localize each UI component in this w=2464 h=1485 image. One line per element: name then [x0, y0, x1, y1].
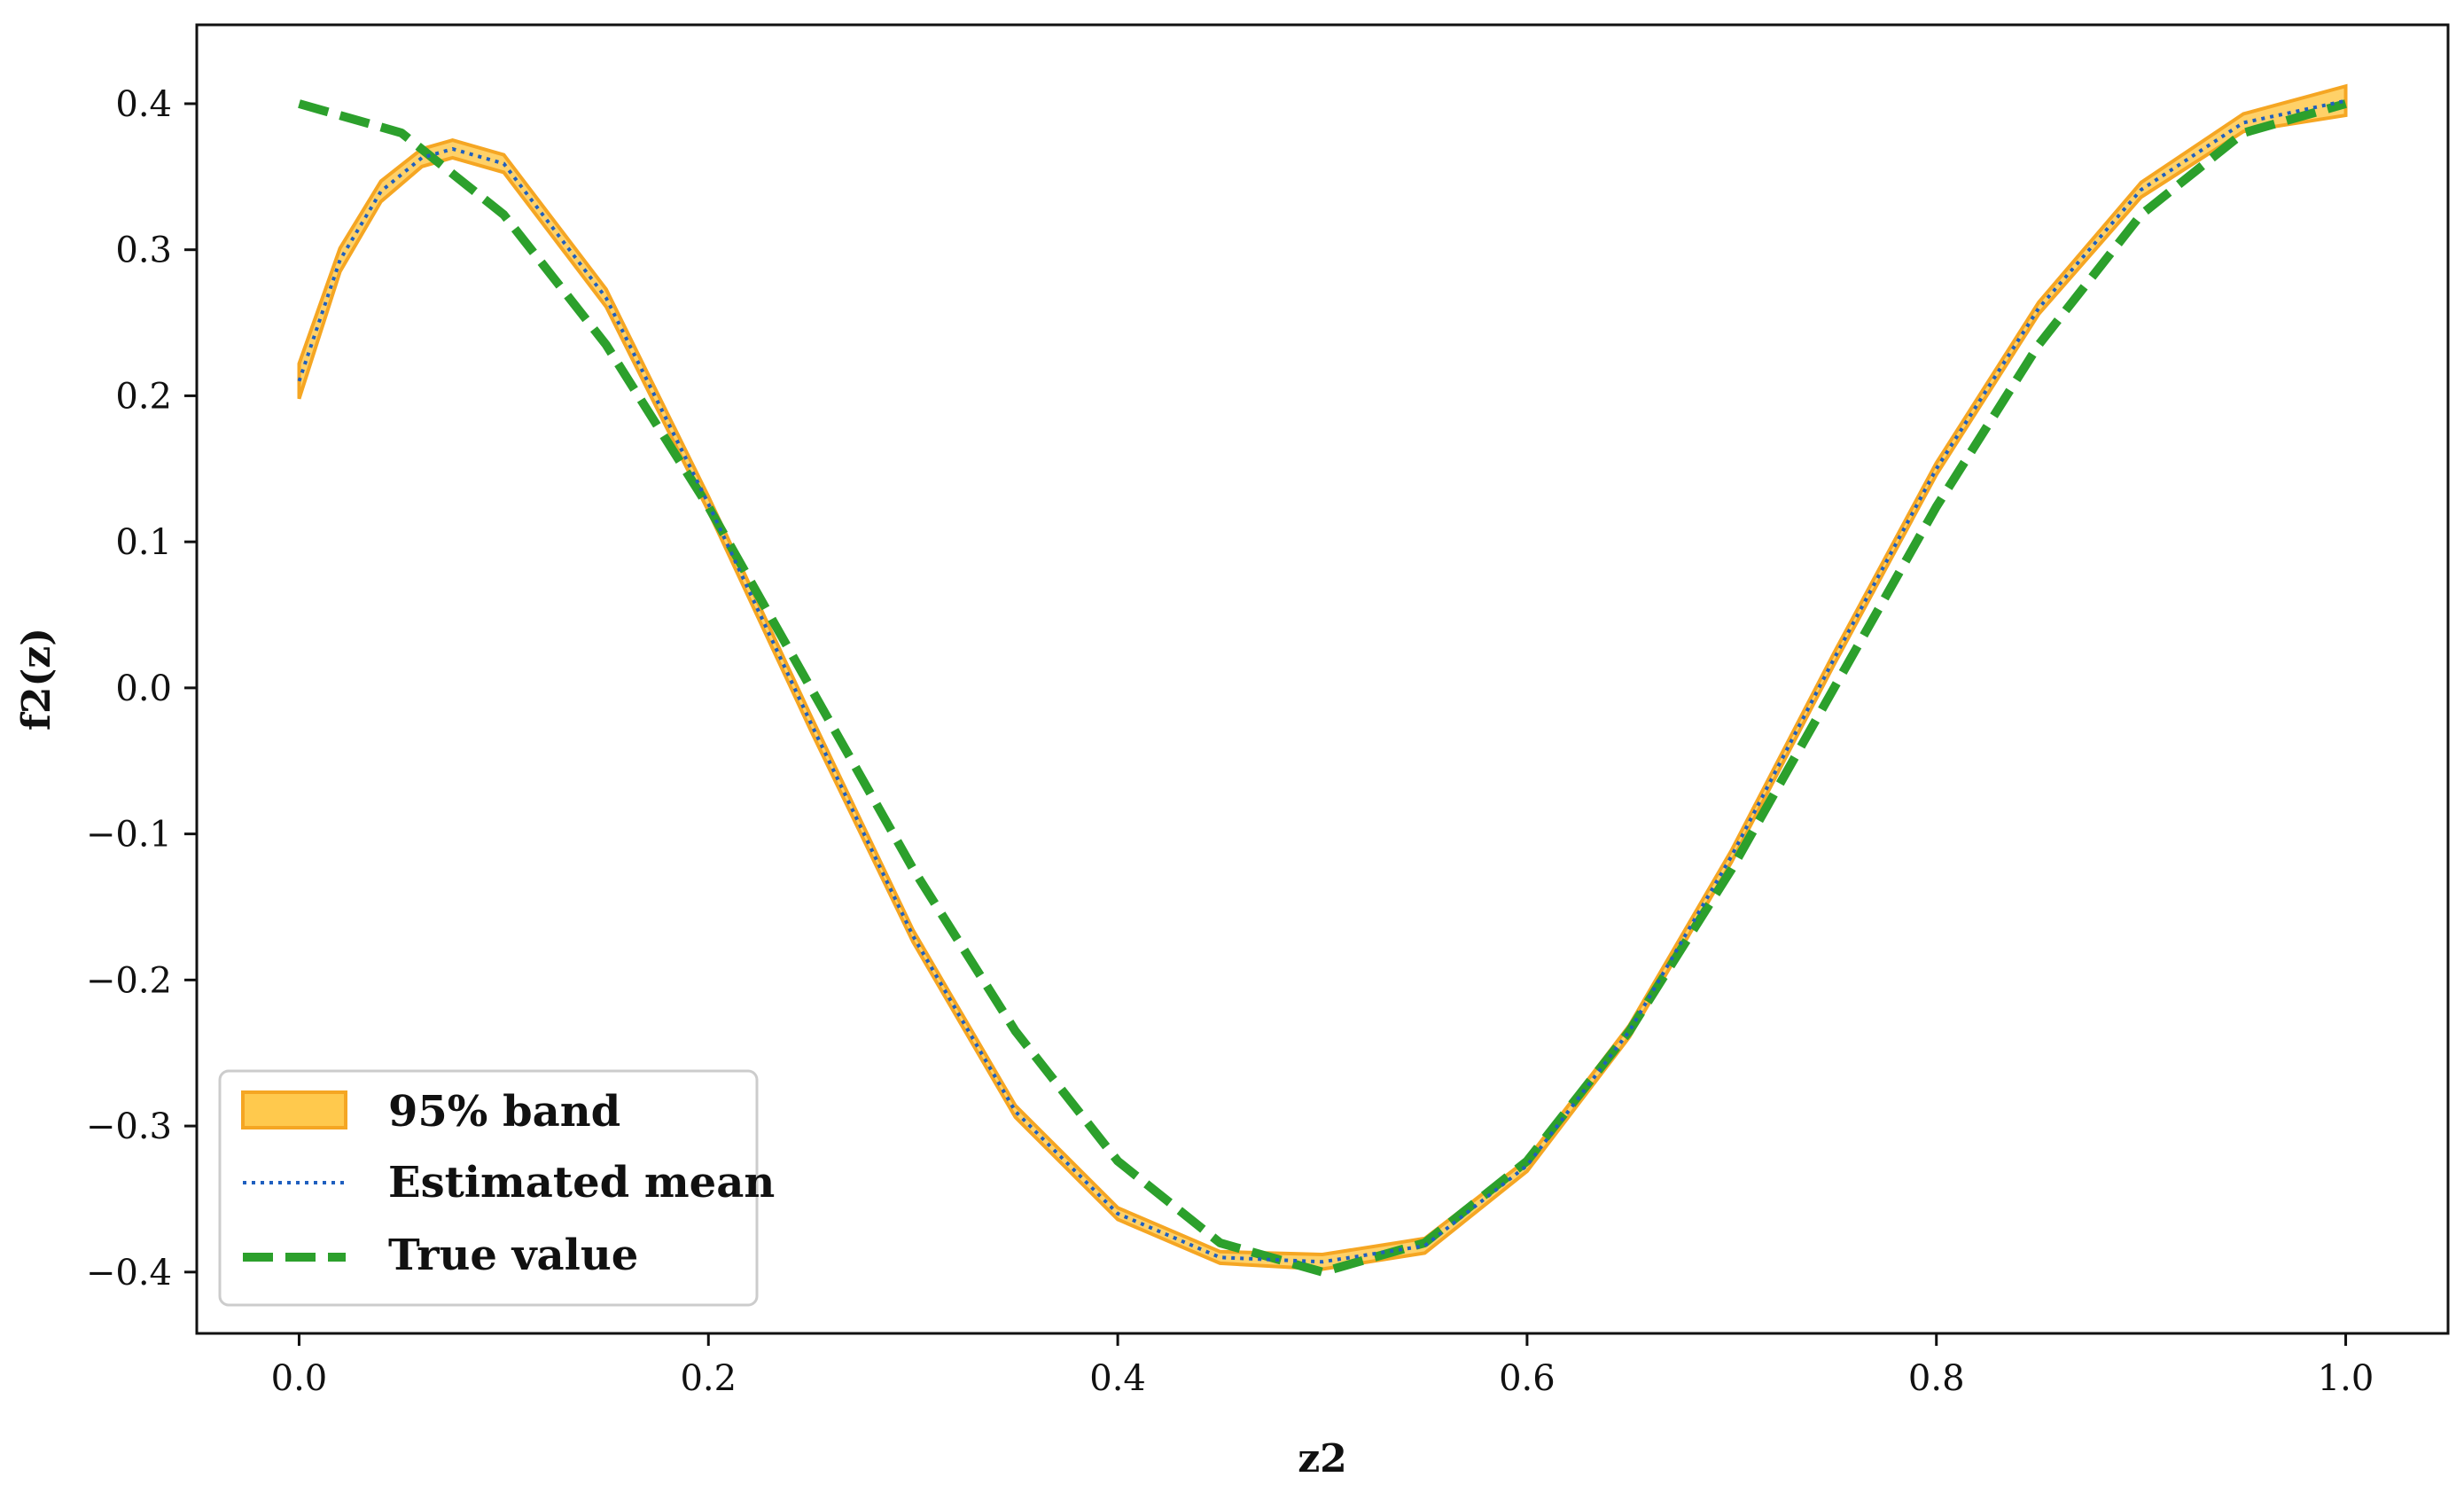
- legend-label-estimated: Estimated mean: [388, 1158, 775, 1208]
- plot-frame: [195, 23, 2450, 1335]
- y-tick-label: −0.3: [86, 1106, 172, 1147]
- x-tick-label: 0.2: [680, 1358, 737, 1399]
- y-tick-label: 0.1: [115, 522, 172, 563]
- legend: 95% band Estimated mean True value: [218, 1069, 775, 1307]
- legend-box: [218, 1069, 759, 1307]
- x-tick-label: 1.0: [2318, 1358, 2374, 1399]
- y-tick-label: −0.1: [86, 815, 172, 856]
- x-tick-label: 0.0: [271, 1358, 328, 1399]
- y-tick-label: 0.4: [115, 84, 172, 125]
- x-tick-label: 0.4: [1089, 1358, 1146, 1399]
- legend-label-band: 95% band: [388, 1087, 620, 1137]
- legend-swatch-band: [241, 1090, 347, 1129]
- x-tick-label: 0.8: [1908, 1358, 1965, 1399]
- y-tick-label: 0.0: [115, 668, 172, 709]
- y-axis-label: f2(z): [14, 628, 59, 731]
- y-tick-label: 0.3: [115, 231, 172, 271]
- series-true-value: [298, 99, 2347, 1277]
- y-tick-label: 0.2: [115, 376, 172, 417]
- x-tick-label: 0.6: [1499, 1358, 1556, 1399]
- x-axis: 0.0 0.2 0.4 0.6 0.8 1.0: [271, 1333, 2374, 1399]
- x-axis-label: z2: [1298, 1436, 1347, 1481]
- y-axis: 0.4 0.3 0.2 0.1 0.0 −0.1 −0.2 −0.3 −0.4: [86, 84, 197, 1294]
- plot-area: [297, 83, 2348, 1277]
- y-tick-label: −0.2: [86, 960, 172, 1001]
- legend-label-true: True value: [388, 1231, 638, 1280]
- y-tick-label: −0.4: [86, 1253, 172, 1294]
